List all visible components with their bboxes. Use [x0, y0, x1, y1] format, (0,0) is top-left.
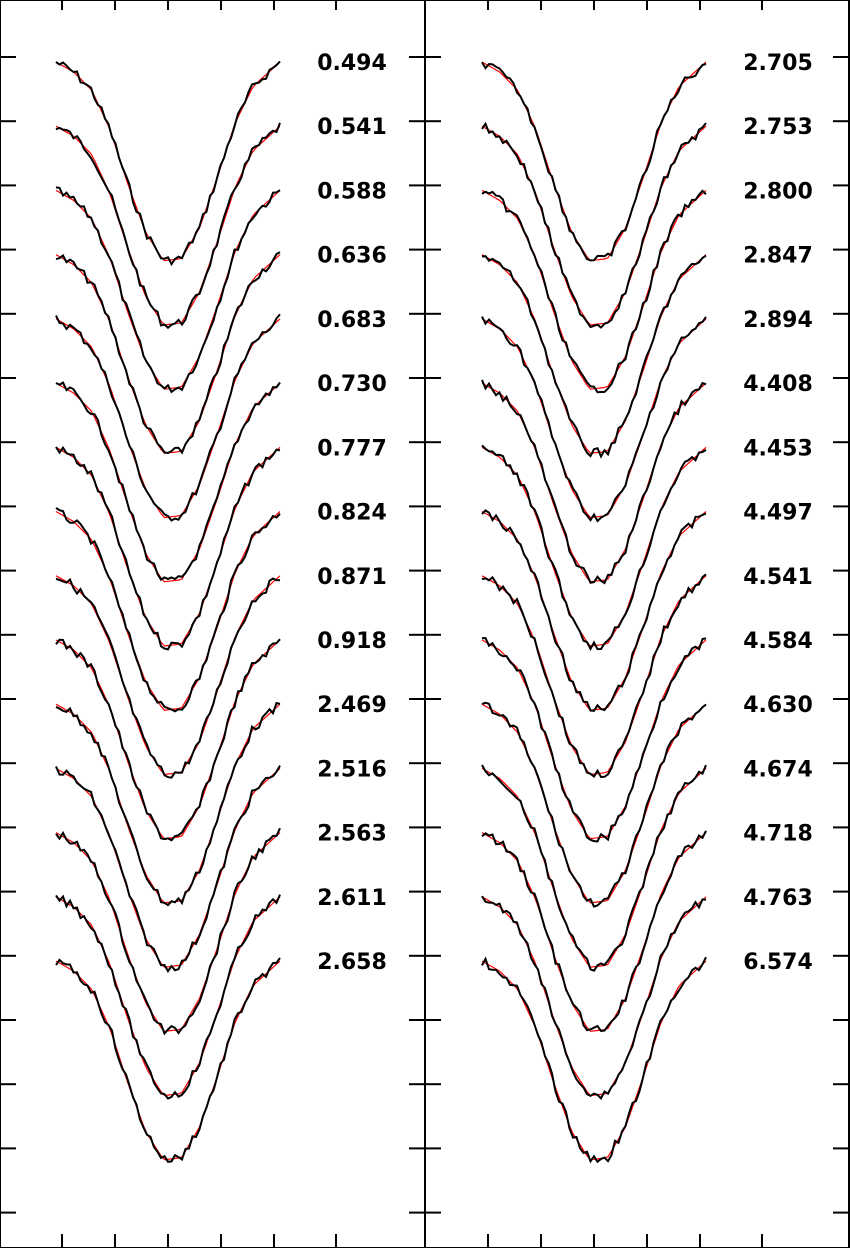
phase-label: 2.516: [317, 757, 387, 782]
left-panel: 0.494 0.541 0.588 0.636 0.683 0.730 0.777 0.824…: [0, 0, 426, 1248]
observed-profile-line: [55, 765, 281, 973]
observed-profile-line: [55, 445, 281, 651]
observed-profile-line: [481, 316, 707, 523]
phase-label: 4.497: [743, 501, 813, 526]
observed-profile-line: [481, 764, 707, 972]
observed-profile-line: [55, 894, 281, 1100]
model-profile-line: [481, 832, 707, 1032]
phase-label: 0.494: [317, 51, 387, 76]
phase-label: 0.588: [317, 179, 387, 204]
phase-label: 0.918: [317, 629, 387, 654]
right-panel-phase-labels: 2.705 2.753 2.800 2.847 2.894 4.408 4.453 4.497…: [743, 51, 813, 975]
left-panel-series: [55, 60, 281, 1163]
model-profile-line: [481, 254, 707, 454]
observed-profile-line: [481, 61, 707, 262]
observed-profile-line: [481, 573, 707, 779]
phase-label: 0.871: [317, 565, 387, 590]
phase-label: 0.824: [317, 501, 387, 526]
observed-profile-line: [55, 957, 281, 1163]
model-profile-line: [55, 575, 281, 776]
observed-profile-line: [55, 827, 281, 1036]
model-profile-line: [481, 960, 707, 1161]
phase-label: 4.674: [743, 757, 813, 782]
phase-label: 4.630: [743, 693, 813, 718]
phase-label: 0.730: [317, 372, 387, 397]
phase-label: 0.777: [317, 436, 387, 461]
phase-label: 4.718: [743, 822, 813, 847]
phase-label: 2.705: [743, 51, 813, 76]
observed-profile-line: [481, 121, 707, 329]
phase-label: 2.469: [317, 693, 387, 718]
observed-profile-line: [481, 379, 707, 585]
observed-profile-line: [481, 444, 707, 652]
observed-profile-line: [481, 509, 707, 712]
phase-label: 4.408: [743, 372, 813, 397]
observed-profile-line: [55, 701, 281, 907]
observed-profile-line: [55, 251, 281, 455]
phase-label: 0.683: [317, 308, 387, 333]
observed-profile-line: [481, 636, 707, 843]
phase-label: 4.453: [743, 436, 813, 461]
phase-label: 4.541: [743, 565, 813, 590]
model-profile-line: [481, 896, 707, 1097]
phase-label: 2.800: [743, 179, 813, 204]
observed-profile-line: [481, 895, 707, 1100]
left-panel-ticks: [0, 0, 425, 1248]
phase-label: 2.847: [743, 244, 813, 269]
phase-label: 4.584: [743, 629, 813, 654]
phase-label: 0.636: [317, 244, 387, 269]
observed-profile-line: [55, 313, 281, 522]
observed-profile-line: [55, 122, 281, 330]
right-panel-ticks: [425, 0, 849, 1248]
left-panel-phase-labels: 0.494 0.541 0.588 0.636 0.683 0.730 0.777 0.824…: [317, 51, 387, 975]
right-panel-frame: [424, 0, 850, 1248]
model-profile-line: [55, 510, 281, 711]
phase-label: 0.541: [317, 115, 387, 140]
observed-profile-line: [55, 577, 281, 779]
observed-profile-line: [55, 507, 281, 713]
observed-profile-line: [481, 956, 707, 1164]
observed-profile-line: [481, 701, 707, 908]
phase-label: 2.563: [317, 822, 387, 847]
phase-label: 2.894: [743, 308, 813, 333]
phase-label: 6.574: [743, 950, 813, 975]
observed-profile-line: [481, 189, 707, 394]
model-profile-line: [481, 575, 707, 776]
right-panel: 2.705 2.753 2.800 2.847 2.894 4.408 4.453 4.497…: [424, 0, 850, 1248]
observed-profile-line: [55, 381, 281, 582]
model-profile-line: [481, 189, 707, 390]
phase-label: 4.763: [743, 886, 813, 911]
observed-profile-line: [481, 254, 707, 459]
model-profile-line: [55, 703, 281, 904]
right-panel-series: [481, 61, 707, 1164]
phase-label: 2.753: [743, 115, 813, 140]
phase-label: 2.611: [317, 886, 387, 911]
phase-label: 2.658: [317, 950, 387, 975]
observed-profile-line: [55, 60, 281, 267]
observed-profile-line: [481, 830, 707, 1033]
observed-profile-line: [55, 186, 281, 394]
observed-profile-line: [55, 638, 281, 842]
